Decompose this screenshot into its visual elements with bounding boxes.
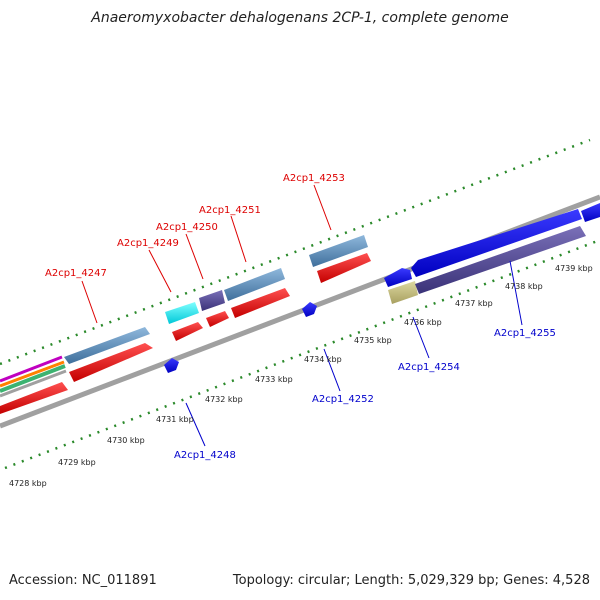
gene-label: A2cp1_4253 (283, 173, 345, 184)
reverse-leaders (185, 260, 523, 447)
gene-a2cp1-4251[interactable] (224, 268, 290, 318)
kbp-label: 4728 kbp (9, 479, 47, 488)
gene-label: A2cp1_4249 (117, 238, 179, 249)
gene-label: A2cp1_4252 (312, 394, 374, 405)
kbp-label: 4739 kbp (555, 264, 593, 273)
gene-a2cp1-4254[interactable] (384, 268, 418, 304)
kbp-label: 4729 kbp (58, 458, 96, 467)
kbp-label: 4736 kbp (404, 318, 442, 327)
kbp-label: 4737 kbp (455, 299, 493, 308)
gene-label: A2cp1_4248 (174, 450, 236, 461)
accession-text: Accession: NC_011891 (9, 573, 157, 588)
gene-a2cp1-4253[interactable] (309, 235, 371, 283)
left-edge-tracks (0, 355, 67, 398)
gene-label: A2cp1_4255 (494, 328, 556, 339)
gene-a2cp1-4249[interactable] (165, 302, 203, 341)
forward-leaders (81, 184, 332, 324)
kbp-label: 4733 kbp (255, 375, 293, 384)
gene-label: A2cp1_4247 (45, 268, 107, 279)
kbp-label: 4738 kbp (505, 282, 543, 291)
kbp-labels: 4728 kbp 4729 kbp 4730 kbp 4731 kbp 4732… (9, 264, 593, 488)
gene-a2cp1-4247[interactable] (0, 327, 153, 414)
gene-label: A2cp1_4251 (199, 205, 261, 216)
gene-a2cp1-4252[interactable] (302, 302, 317, 317)
forward-genes (0, 235, 371, 414)
gene-a2cp1-4248[interactable] (164, 358, 179, 373)
gene-label: A2cp1_4254 (398, 362, 460, 373)
gene-a2cp1-4250[interactable] (199, 290, 229, 327)
gene-label: A2cp1_4250 (156, 222, 218, 233)
kbp-label: 4732 kbp (205, 395, 243, 404)
kbp-label: 4731 kbp (156, 415, 194, 424)
genome-summary-text: Topology: circular; Length: 5,029,329 bp… (232, 573, 590, 588)
reverse-genes (164, 203, 600, 373)
map-title: Anaeromyxobacter dehalogenans 2CP-1, com… (91, 10, 509, 26)
gene-a2cp1-4255[interactable] (411, 203, 600, 294)
kbp-label: 4730 kbp (107, 436, 145, 445)
forward-tick-track (0, 138, 591, 366)
kbp-label: 4735 kbp (354, 336, 392, 345)
kbp-label: 4734 kbp (304, 355, 342, 364)
